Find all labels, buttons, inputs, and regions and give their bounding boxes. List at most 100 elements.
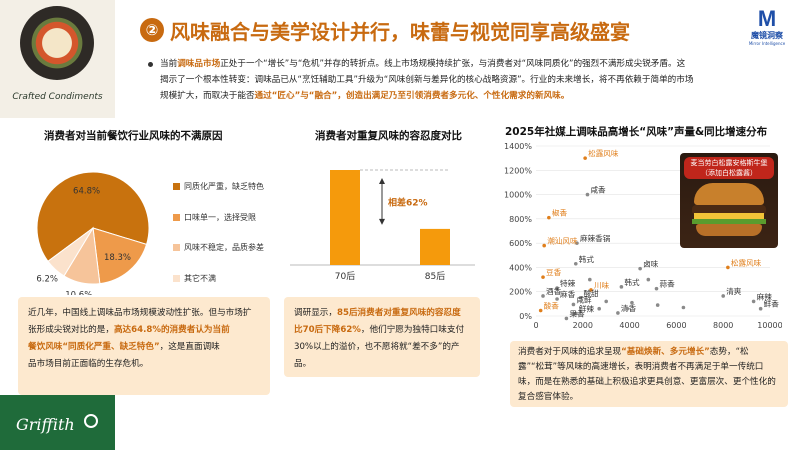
griffith-logo-icon <box>84 414 98 428</box>
x-tick-label: 8000 <box>713 321 733 330</box>
intro-line-2: 揭示了一个根本性转变：调味品已从“烹饪辅助工具”升级为“风味创新与差异化的核心战… <box>160 72 780 88</box>
scatter-point <box>625 306 630 311</box>
scatter-chart: 0% 200% 400% 600% 800% 1000% 1200% 1400% 0 2000 40… <box>504 142 782 330</box>
legend-label: 其它不满 <box>184 274 216 283</box>
intro-paragraph: 当前调味品市场正处于一个“增长”与“危机”并存的转折点。线上市场规模持续扩张，与… <box>148 56 780 104</box>
legend-label: 同质化严重，缺乏特色 <box>184 182 264 191</box>
note-text: 30%以上的溢价，也不愿将就“差不多”的产品。 <box>294 342 460 369</box>
bar <box>420 228 450 265</box>
scatter-point <box>585 192 590 197</box>
note-text: 味，而是在熟悉的基础上积极追求更具创意、更富层次、更个性化的 <box>518 377 776 387</box>
bar <box>330 170 360 265</box>
legend-swatch <box>173 214 180 221</box>
legend-item: 口味单一，选择受限 <box>173 212 256 223</box>
pie-slice <box>92 227 148 285</box>
legend-label: 风味不稳定，品质参差 <box>184 243 264 252</box>
point-label: 韩式 <box>624 277 640 287</box>
note-line: 近几年，中国线上调味品市场规模波动性扩张。但与市场扩 <box>28 305 260 322</box>
note-text: ，这是直面调味 <box>159 342 220 352</box>
intro-line-1: 当前调味品市场正处于一个“增长”与“危机”并存的转折点。线上市场规模持续扩张，与… <box>160 56 780 72</box>
griffith-logo: Griffith <box>16 415 75 434</box>
point-label: 椒香 <box>552 208 568 218</box>
scatter-point <box>555 297 559 301</box>
brand-logo: M 魔镜洞察 Mirror Intelligence <box>742 8 792 48</box>
scatter-point <box>616 311 620 315</box>
scatter-point <box>542 243 546 248</box>
burger-cheese <box>694 213 764 219</box>
intro-text: 这 <box>676 59 686 69</box>
note-line: 比70后下降62%，他们宁愿为独特口味支付 <box>294 322 470 339</box>
note-text: 品市场目前正面临的生存危机。 <box>28 359 149 369</box>
scatter-point <box>597 306 601 311</box>
scatter-point <box>564 316 569 321</box>
y-tick-label: 1400% <box>504 142 532 151</box>
point-label: 鲜辣 <box>579 304 595 314</box>
scatter-point <box>758 306 763 311</box>
pie-note: 近几年，中国线上调味品市场规模波动性扩张。但与市场扩 张形成尖锐对比的是，高达6… <box>18 297 270 395</box>
arrow-head-icon <box>379 178 385 184</box>
point-label: 豆香 <box>546 267 562 277</box>
note-line: 露”“松茸”等风味的高速增长，表明消费者不再满足于单一传统口 <box>518 360 780 375</box>
point-label: 蒜香 <box>660 279 676 289</box>
pie-slice <box>47 227 94 277</box>
intro-highlight: 调味品市场 <box>177 59 221 69</box>
pie-chart: 64.8% 18.3% 10.6% 6.2% 同质化严重，缺乏特色 口味单一，选择受限… <box>18 160 268 300</box>
point-label: 咸鲜 <box>576 294 592 304</box>
dish-image <box>20 6 94 80</box>
scatter-point <box>541 275 545 279</box>
y-tick-label: 1000% <box>504 191 532 200</box>
intro-highlight: 通过“匠心”与“融合”，创造出满足乃至引领消费者多元化、个性化需求的新风味。 <box>254 91 570 101</box>
scatter-point <box>573 261 578 266</box>
point-label: 果香 <box>569 308 585 318</box>
point-label: 酒香 <box>546 286 562 296</box>
scatter-point <box>751 299 756 304</box>
legend-item: 同质化严重，缺乏特色 <box>173 181 264 192</box>
burger-bun-bottom <box>696 224 762 236</box>
burger-image: 麦当劳白松露安格斯牛堡（添加白松露酱） <box>680 153 778 248</box>
bullet-icon <box>148 62 153 67</box>
point-label: 麻辣香锅 <box>580 233 611 243</box>
scatter-point <box>555 286 559 290</box>
note-highlight: “基础焕新、多元增长” <box>621 347 710 357</box>
scatter-point <box>583 156 587 160</box>
note-text: 近几年，中国线上调味品市场规模波动性扩张。但与市场扩 <box>28 308 252 318</box>
point-label: 松露风味 <box>588 148 619 158</box>
scatter-point <box>655 303 660 307</box>
intro-text: 线上市场规模持续扩张，与消费者对“风味同质化”的强烈不满形成尖锐矛盾。 <box>384 59 677 69</box>
y-tick-label: 400% <box>509 263 532 272</box>
y-tick-label: 600% <box>509 239 532 248</box>
point-label: 酸甜 <box>583 288 599 298</box>
scatter-note: 消费者对于风味的追求呈现“基础焕新、多元增长”态势，“松 露”“松茸”等风味的高… <box>510 341 788 407</box>
scatter-point <box>646 277 651 282</box>
note-line: 味，而是在熟悉的基础上积极追求更具创意、更富层次、更个性化的 <box>518 375 780 390</box>
scatter-point <box>571 302 576 307</box>
scatter-point <box>541 294 545 298</box>
difference-label: 相差62% <box>388 196 428 208</box>
bar-chart-title: 消费者对重复风味的容忍度对比 <box>315 130 462 142</box>
x-tick-label: 70后 <box>335 271 355 282</box>
scatter-point <box>589 288 593 292</box>
point-label: 麻辣 <box>757 291 773 301</box>
brand-name: 魔镜洞察 <box>751 31 783 40</box>
scatter-point <box>630 300 634 305</box>
x-tick-label: 85后 <box>425 271 445 282</box>
point-label: 特辣 <box>560 278 576 288</box>
note-line: 30%以上的溢价，也不愿将就“差不多”的产品。 <box>294 339 470 373</box>
note-text: 张形成尖锐对比的是， <box>28 325 114 335</box>
brand-name-en: Mirror Intelligence <box>748 41 786 46</box>
pie-chart-title: 消费者对当前餐饮行业风味的不满原因 <box>44 130 223 142</box>
note-text: 消费者对于风味的追求呈现 <box>518 347 622 357</box>
scatter-point <box>573 311 578 316</box>
y-tick-label: 800% <box>509 215 532 224</box>
note-text: 态势，“松 <box>709 347 749 357</box>
burger-patty <box>692 205 766 215</box>
point-label: 酸香 <box>544 301 560 311</box>
arrow-head-icon <box>379 218 385 225</box>
intro-text: 揭示了一个根本性转变：调味品已从“烹饪辅助工具”升级为“风味创新与差异化的核心战… <box>160 75 531 85</box>
pie-data-label: 18.3% <box>104 253 131 263</box>
scatter-point <box>538 308 543 313</box>
note-line: 调研显示，85后消费者对重复风味的容忍度 <box>294 305 470 322</box>
bar-note: 调研显示，85后消费者对重复风味的容忍度 比70后下降62%，他们宁愿为独特口味… <box>284 297 480 377</box>
bar-chart: 70后 85后 相差62% <box>290 169 475 282</box>
note-text: ，他们宁愿为独特口味支付 <box>360 325 465 335</box>
